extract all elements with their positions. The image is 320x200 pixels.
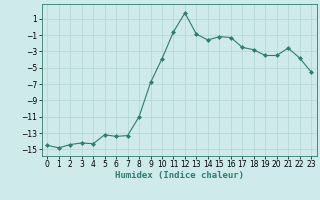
X-axis label: Humidex (Indice chaleur): Humidex (Indice chaleur) <box>115 171 244 180</box>
